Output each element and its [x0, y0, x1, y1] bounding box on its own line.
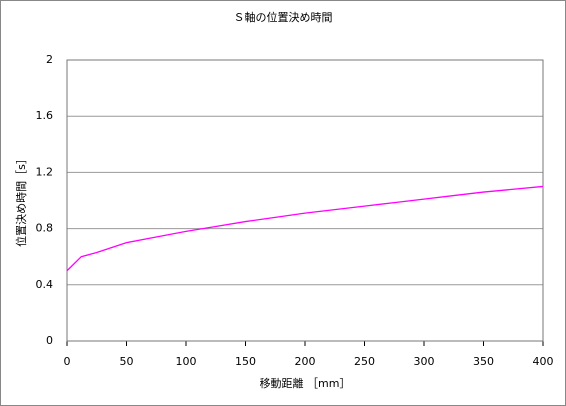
x-tick-label: 350: [473, 355, 494, 368]
plot-area: [66, 59, 544, 342]
y-tick-label: 2: [46, 53, 53, 66]
y-axis-label: 位置決め時間［s］: [14, 153, 28, 247]
x-tick-label: 200: [295, 355, 316, 368]
x-tick-label: 50: [120, 355, 134, 368]
data-line: [66, 185, 544, 272]
y-tick-label: 0.8: [36, 222, 54, 235]
y-tick-label: 0: [46, 334, 53, 347]
x-tick-label: 300: [414, 355, 435, 368]
x-tick-label: 100: [176, 355, 197, 368]
y-tick-label: 0.4: [36, 278, 54, 291]
x-tick-label: 0: [64, 355, 71, 368]
x-tick-label: 400: [533, 355, 554, 368]
chart-title: Ｓ軸の位置決め時間: [234, 10, 333, 24]
y-tick-label: 1.2: [36, 165, 54, 178]
x-tick-label: 250: [354, 355, 375, 368]
x-axis-label: 移動距離 ［mm］: [260, 376, 351, 390]
y-tick-label: 1.6: [36, 109, 54, 122]
x-tick-label: 150: [235, 355, 256, 368]
